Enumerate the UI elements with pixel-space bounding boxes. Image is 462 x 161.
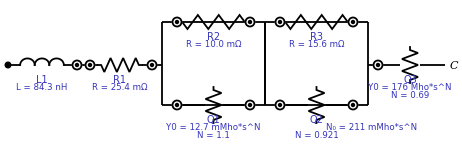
Circle shape: [348, 18, 358, 27]
Circle shape: [151, 63, 153, 66]
Circle shape: [245, 18, 255, 27]
Circle shape: [147, 61, 157, 70]
Circle shape: [348, 100, 358, 109]
Circle shape: [176, 20, 178, 24]
Text: C: C: [450, 61, 458, 71]
Circle shape: [89, 63, 91, 66]
Text: R1: R1: [114, 75, 127, 85]
Text: Q1: Q1: [207, 115, 220, 125]
Circle shape: [245, 100, 255, 109]
Text: R = 25.4 mΩ: R = 25.4 mΩ: [92, 83, 148, 92]
Circle shape: [352, 104, 354, 106]
Circle shape: [73, 61, 81, 70]
Circle shape: [249, 20, 251, 24]
Circle shape: [75, 63, 79, 66]
Text: L = 84.3 nH: L = 84.3 nH: [16, 83, 68, 92]
Text: N = 1.1: N = 1.1: [197, 131, 230, 140]
Text: Y0 = 176 Mho*s^N: Y0 = 176 Mho*s^N: [368, 83, 452, 92]
Text: R3: R3: [310, 32, 323, 42]
Circle shape: [85, 61, 95, 70]
Circle shape: [377, 63, 379, 66]
Text: R = 10.0 mΩ: R = 10.0 mΩ: [186, 40, 241, 49]
Circle shape: [249, 104, 251, 106]
Circle shape: [279, 20, 281, 24]
Text: R2: R2: [207, 32, 220, 42]
Text: Y0 = 12.7 mMho*s^N: Y0 = 12.7 mMho*s^N: [166, 123, 261, 132]
Circle shape: [5, 62, 11, 68]
Text: R = 15.6 mΩ: R = 15.6 mΩ: [289, 40, 344, 49]
Circle shape: [176, 104, 178, 106]
Circle shape: [352, 20, 354, 24]
Circle shape: [172, 100, 182, 109]
Text: N = 0.69: N = 0.69: [391, 91, 429, 100]
Circle shape: [373, 61, 383, 70]
Text: N = 0.921: N = 0.921: [295, 131, 338, 140]
Circle shape: [275, 18, 285, 27]
Circle shape: [279, 104, 281, 106]
Text: N₀ = 211 mMho*s^N: N₀ = 211 mMho*s^N: [327, 123, 418, 132]
Text: Q2: Q2: [310, 115, 323, 125]
Circle shape: [172, 18, 182, 27]
Text: Q3: Q3: [403, 75, 417, 85]
Text: L1: L1: [36, 75, 48, 85]
Circle shape: [275, 100, 285, 109]
